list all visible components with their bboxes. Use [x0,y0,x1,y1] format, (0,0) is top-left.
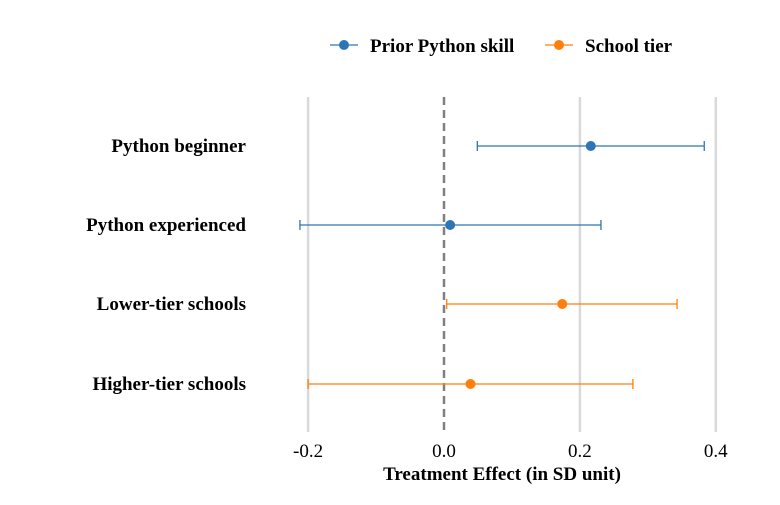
x-tick-labels: -0.2 0.0 0.2 0.4 [293,441,728,462]
legend-marker [339,40,349,50]
x-tick-label: 0.4 [704,441,728,462]
legend-marker [554,40,564,50]
gridlines [306,97,718,432]
legend-entry: Prior Python skill [330,36,514,57]
legend-label: Prior Python skill [370,36,514,57]
point-estimate [445,220,456,230]
legend: Prior Python skill School tier [330,36,673,57]
y-category-labels: Python beginner Python experienced Lower-t… [86,136,246,395]
error-bar [299,220,602,230]
x-tick-label: 0.2 [568,441,592,462]
point-estimate [557,299,568,309]
point-estimate [465,379,476,389]
error-bar [307,379,634,389]
error-bar [476,141,705,151]
legend-entry: School tier [545,36,673,57]
error-bars [299,141,705,389]
point-estimate [585,141,596,151]
category-label: Python experienced [86,215,246,236]
category-label: Python beginner [111,136,246,157]
category-label: Higher-tier schools [92,374,246,395]
x-tick-label: 0.0 [432,441,456,462]
x-tick-label: -0.2 [293,441,323,462]
category-label: Lower-tier schools [97,294,246,315]
error-bar [446,299,678,309]
legend-label: School tier [585,36,673,57]
x-axis-label: Treatment Effect (in SD unit) [383,464,621,485]
